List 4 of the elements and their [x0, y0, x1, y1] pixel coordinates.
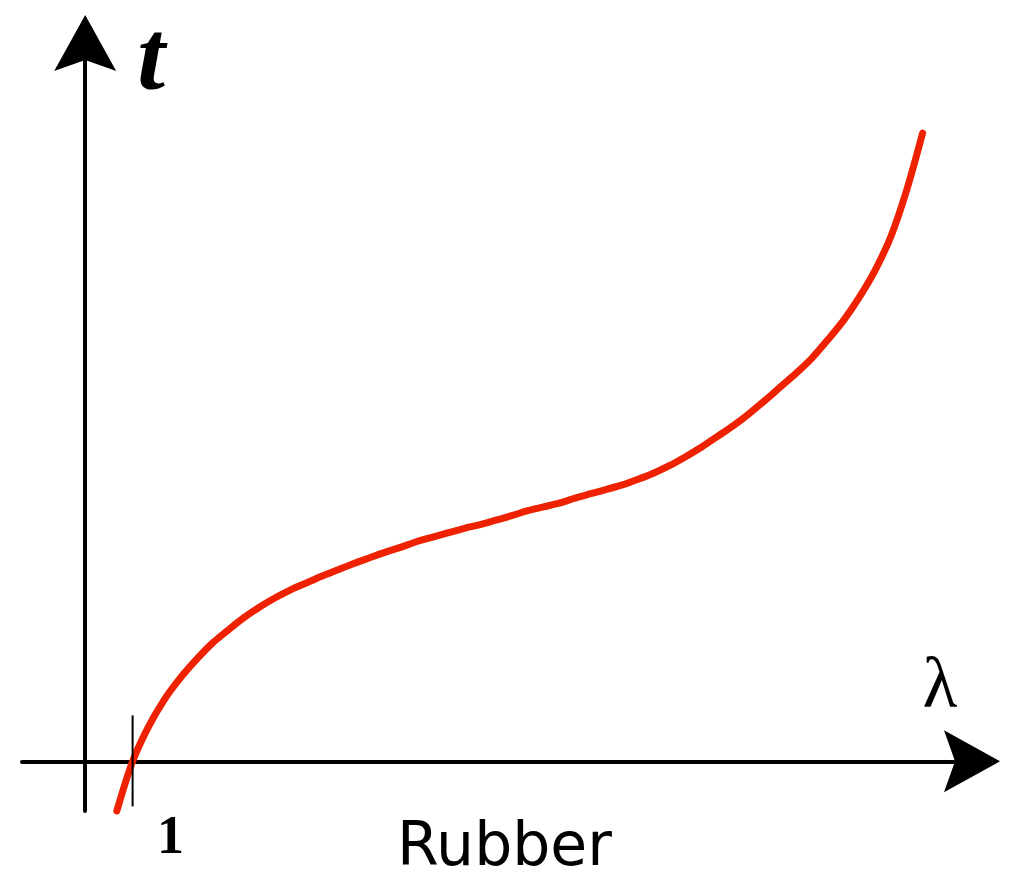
- y-axis-title: t: [137, 0, 169, 111]
- annotation: 1: [157, 805, 185, 866]
- text: Rubber: [397, 809, 613, 879]
- x-axis-title: λ: [922, 643, 958, 724]
